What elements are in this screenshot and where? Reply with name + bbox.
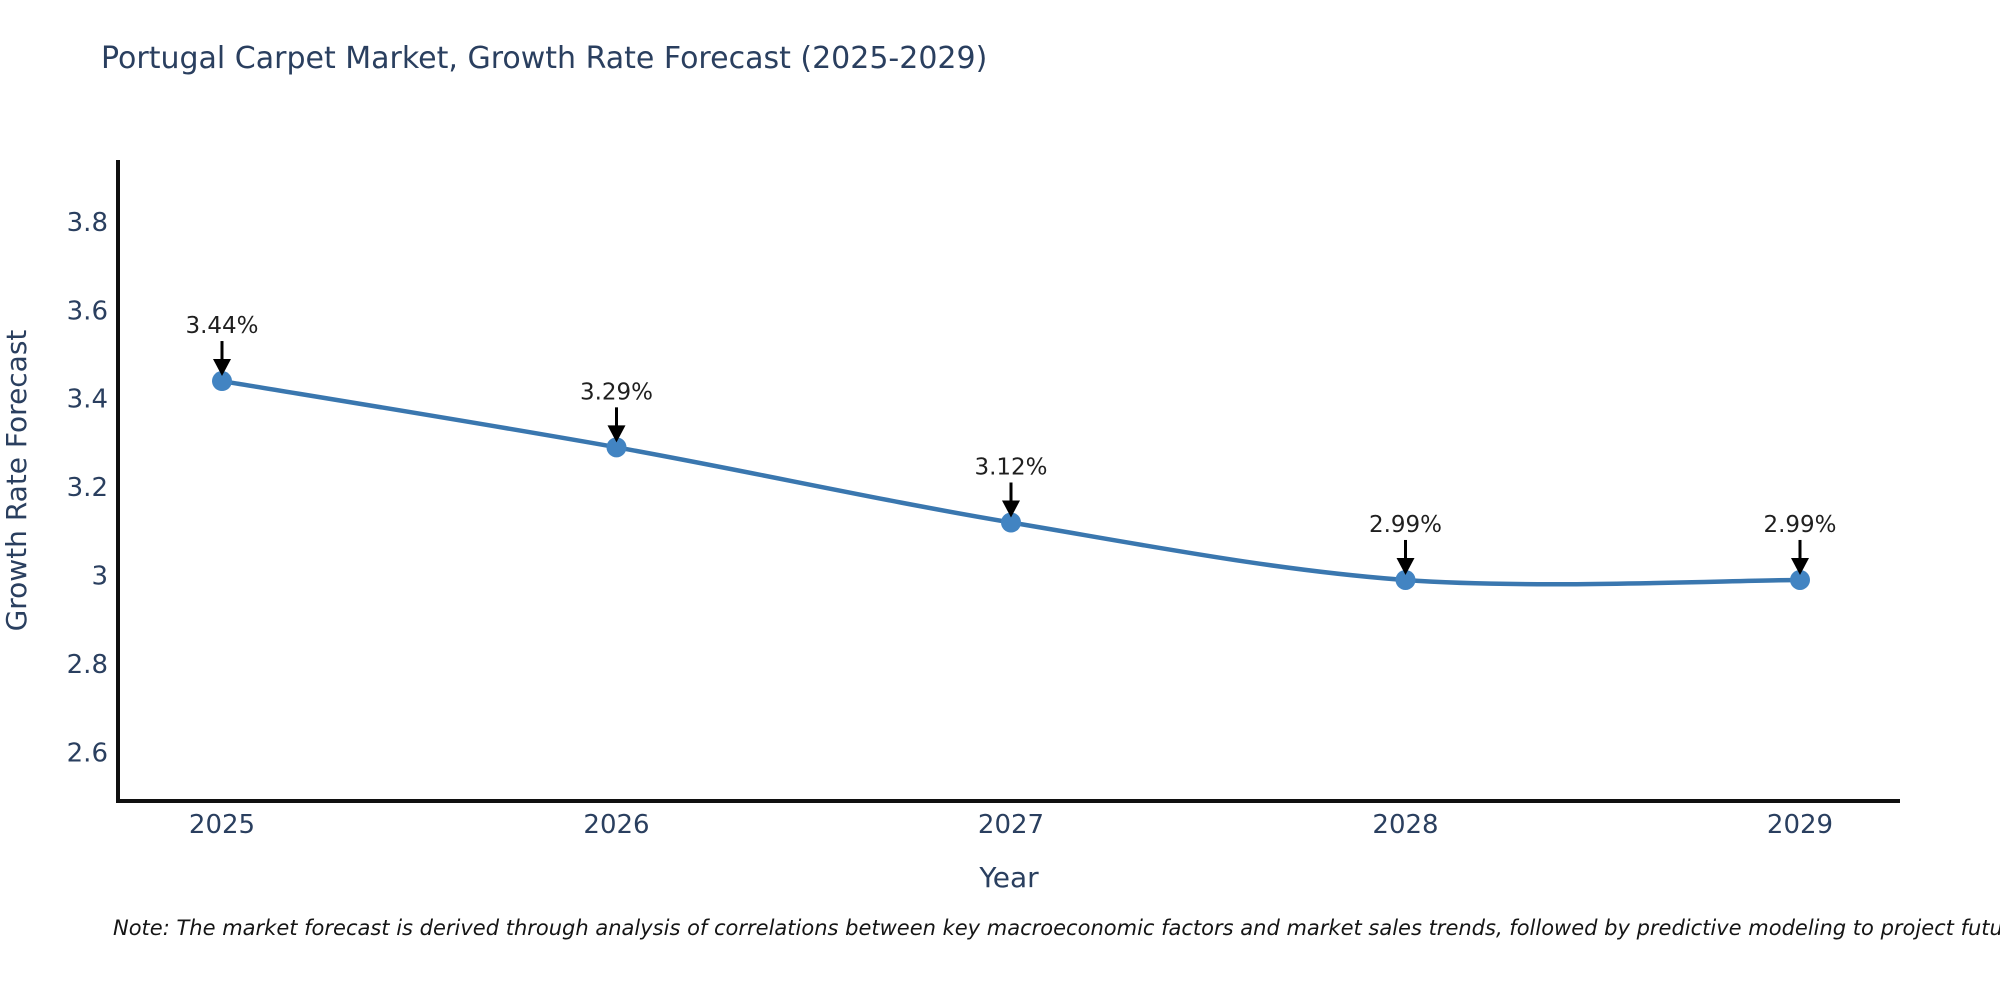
y-tick-label: 2.8 [67,650,108,680]
annotation-label: 3.12% [974,454,1047,480]
annotations: 3.44% 3.29% 3.12% 2.99% 2.99% [185,313,1837,575]
x-tick-label: 2026 [583,810,649,840]
x-axis-title: Year [978,861,1039,894]
y-tick-label: 2.6 [67,738,108,768]
annotation-arrowhead [1791,557,1809,575]
annotation-arrowhead [1002,500,1020,518]
annotation-arrowhead [607,425,626,443]
data-point-marker [1790,569,1810,590]
x-tick-label: 2028 [1372,810,1438,840]
data-point-marker [1001,512,1021,533]
footnote: Note: The market forecast is derived thr… [113,916,2000,940]
annotation-label: 3.44% [185,313,258,339]
y-axis-tick-labels: 2.6 2.8 3 3.2 3.4 3.6 3.8 [67,208,108,768]
y-tick-label: 3.6 [67,296,108,326]
x-axis-tick-labels: 2025 2026 2027 2028 2029 [189,810,1833,840]
y-tick-label: 3 [91,562,108,592]
annotation-label: 2.99% [1763,512,1836,538]
axes [116,160,1900,803]
y-tick-label: 3.4 [67,385,108,415]
data-point-marker [606,437,627,458]
annotation-label: 3.29% [580,379,653,405]
data-point-marker [1395,569,1416,590]
data-points [212,371,1810,590]
x-tick-label: 2025 [189,810,255,840]
y-axis-title: Growth Rate Forecast [0,330,33,632]
data-point-marker [212,371,232,392]
chart-title: Portugal Carpet Market, Growth Rate Fore… [101,41,988,76]
x-tick-label: 2029 [1767,810,1833,840]
annotation-label: 2.99% [1369,512,1442,538]
annotation-arrowhead [213,359,231,377]
axis-lines [116,160,1900,803]
annotation-arrowhead [1396,557,1415,575]
y-tick-label: 3.2 [67,473,108,503]
y-tick-label: 3.8 [67,208,108,238]
x-tick-label: 2027 [978,810,1044,840]
